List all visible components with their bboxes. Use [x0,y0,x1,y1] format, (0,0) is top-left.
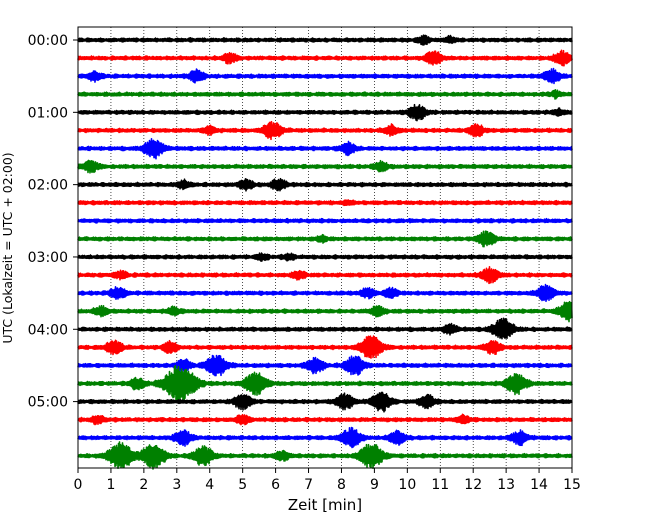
trace-0200 [77,177,573,192]
trace-0300 [77,252,573,262]
y-tick-label: 05:00 [28,395,68,411]
plot-frame [77,26,573,469]
trace-0430 [77,354,573,377]
y-tick-label: 04:00 [28,322,68,338]
x-tick-label: 10 [398,477,416,493]
trace-0415 [77,335,573,359]
x-tick-label: 13 [497,477,515,493]
trace-0330 [77,283,573,302]
trace-0000 [77,34,573,46]
x-tick-label: 9 [370,477,379,493]
x-axis-label: Zeit [min] [288,496,362,514]
trace-0400 [77,317,573,340]
trace-0515 [77,413,573,426]
x-axis: 0 1 2 3 4 5 6 7 8 9 10 11 12 13 14 15 [74,468,581,493]
trace-0245 [77,230,573,248]
y-axis-label: UTC (Lokalzeit = UTC + 02:00) [0,152,15,343]
x-tick-label: 11 [431,477,449,493]
x-tick-label: 12 [464,477,482,493]
trace-0445 [77,364,573,403]
x-tick-label: 6 [271,477,280,493]
trace-0500 [77,391,573,413]
trace-0045 [77,88,573,100]
trace-0145 [77,159,573,174]
trace-0100 [77,103,573,122]
x-tick-label: 5 [238,477,247,493]
x-tick-label: 4 [205,477,214,493]
x-tick-label: 2 [139,477,148,493]
trace-0545 [77,441,573,470]
plot-frame-bg [78,27,572,468]
x-tick-label: 0 [74,477,83,493]
y-tick-label: 00:00 [28,33,68,49]
x-tick-label: 8 [337,477,346,493]
trace-0530 [77,426,573,449]
trace-0315 [77,265,573,285]
trace-0030 [77,67,573,85]
trace-0130 [77,137,573,160]
y-tick-label: 01:00 [28,105,68,121]
x-tick-label: 15 [563,477,581,493]
x-tick-label: 3 [172,477,181,493]
y-tick-label: 03:00 [28,250,68,266]
x-tick-label: 7 [304,477,313,493]
x-tick-label: 14 [530,477,548,493]
traces-group [77,34,573,470]
x-tick-label: 1 [106,477,115,493]
trace-0015 [77,49,573,67]
trace-0345 [77,300,573,323]
trace-0115 [77,120,573,141]
y-tick-label: 02:00 [28,178,68,194]
y-axis: 00:00 01:00 02:00 03:00 04:00 05:00 [28,33,78,411]
trace-0230 [77,217,573,224]
trace-0215 [77,199,573,207]
